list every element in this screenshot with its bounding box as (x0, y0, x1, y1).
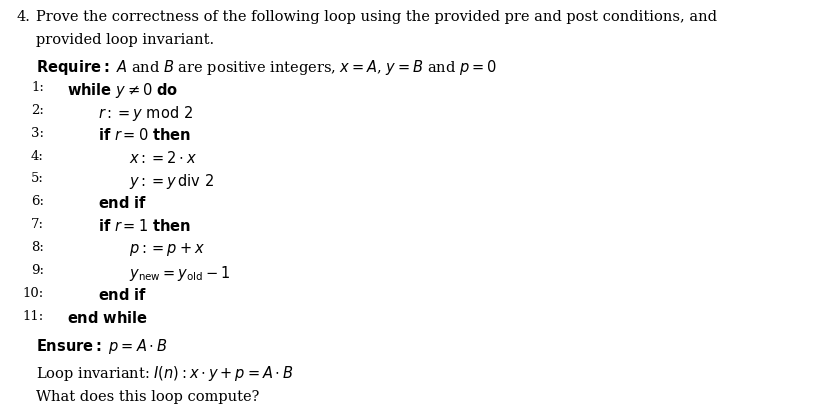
Text: 7:: 7: (31, 218, 43, 231)
Text: $\mathbf{if}\ r = 1\ \mathbf{then}$: $\mathbf{if}\ r = 1\ \mathbf{then}$ (98, 218, 191, 234)
Text: 6:: 6: (31, 195, 43, 208)
Text: 4.: 4. (17, 10, 31, 24)
Text: 8:: 8: (31, 241, 43, 254)
Text: $r := y\ \mathrm{mod}\ 2$: $r := y\ \mathrm{mod}\ 2$ (98, 104, 193, 123)
Text: $x := 2 \cdot x$: $x := 2 \cdot x$ (129, 150, 196, 166)
Text: 4:: 4: (31, 150, 43, 163)
Text: Prove the correctness of the following loop using the provided pre and post cond: Prove the correctness of the following l… (36, 10, 716, 24)
Text: $y_{\mathrm{new}} = y_{\mathrm{old}} - 1$: $y_{\mathrm{new}} = y_{\mathrm{old}} - 1… (129, 264, 230, 283)
Text: Loop invariant: $I(n) : x \cdot y + p = A \cdot B$: Loop invariant: $I(n) : x \cdot y + p = … (36, 365, 293, 383)
Text: 3:: 3: (31, 127, 43, 140)
Text: $\mathbf{Require:}$ $A$ and $B$ are positive integers, $x = A$, $y = B$ and $p =: $\mathbf{Require:}$ $A$ and $B$ are posi… (36, 58, 497, 77)
Text: What does this loop compute?: What does this loop compute? (36, 390, 259, 404)
Text: $\mathbf{Ensure:}$ $p = A \cdot B$: $\mathbf{Ensure:}$ $p = A \cdot B$ (36, 337, 167, 356)
Text: provided loop invariant.: provided loop invariant. (36, 33, 214, 47)
Text: $p := p + x$: $p := p + x$ (129, 241, 205, 258)
Text: 1:: 1: (31, 81, 43, 94)
Text: $\mathbf{while}$ $y \neq 0$ $\mathbf{do}$: $\mathbf{while}$ $y \neq 0$ $\mathbf{do}… (67, 81, 178, 100)
Text: $y := y\,\mathrm{div}\ 2$: $y := y\,\mathrm{div}\ 2$ (129, 173, 214, 192)
Text: $\mathbf{if}\ r = 0\ \mathbf{then}$: $\mathbf{if}\ r = 0\ \mathbf{then}$ (98, 127, 191, 143)
Text: $\mathbf{end\ if}$: $\mathbf{end\ if}$ (98, 287, 147, 303)
Text: 5:: 5: (31, 173, 43, 185)
Text: 11:: 11: (23, 309, 43, 323)
Text: $\mathbf{end\ while}$: $\mathbf{end\ while}$ (67, 309, 148, 326)
Text: 2:: 2: (31, 104, 43, 117)
Text: 9:: 9: (31, 264, 43, 277)
Text: $\mathbf{end\ if}$: $\mathbf{end\ if}$ (98, 195, 147, 211)
Text: 10:: 10: (23, 287, 43, 300)
